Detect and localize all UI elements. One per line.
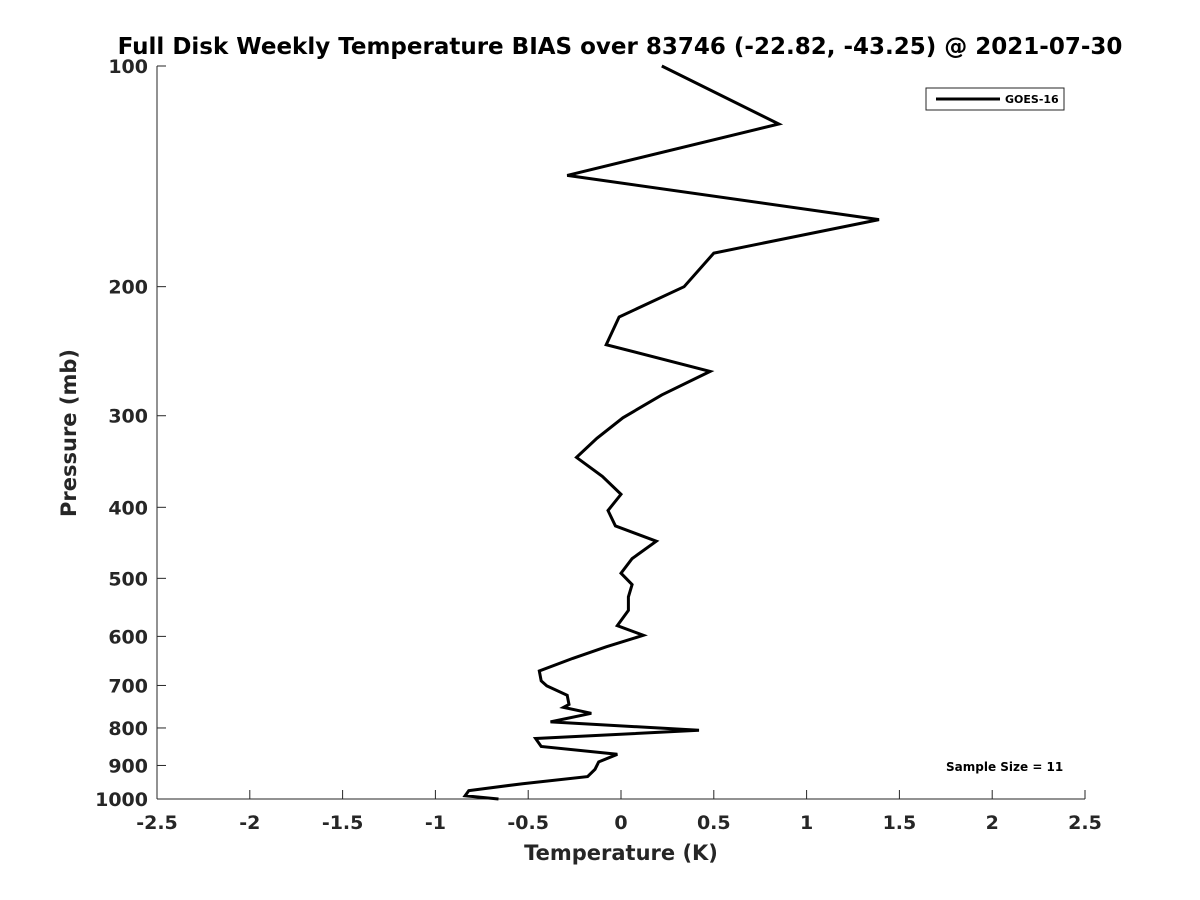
- y-tick-label: 100: [108, 56, 148, 78]
- y-tick-label: 200: [108, 277, 148, 299]
- series-layer: [462, 64, 880, 801]
- sample-size-annotation: Sample Size = 11: [946, 760, 1063, 774]
- x-tick-label: -1.5: [322, 812, 364, 834]
- y-tick-label: 500: [108, 568, 148, 590]
- x-tick-label: 2: [986, 812, 999, 834]
- x-tick-label: -0.5: [507, 812, 549, 834]
- x-tick-label: -2.5: [136, 812, 178, 834]
- x-ticks: -2.5 -2 -1.5 -1 -0.5 0 0.5 1 1.5 2 2.5: [136, 790, 1102, 834]
- y-tick-label: 300: [108, 406, 148, 428]
- y-tick-label: 1000: [95, 789, 148, 811]
- x-tick-label: 0: [614, 812, 627, 834]
- y-tick-label: 600: [108, 626, 148, 648]
- y-tick-label: 400: [108, 497, 148, 519]
- x-tick-label: 2.5: [1068, 812, 1102, 834]
- y-ticks: 100 200 300 400 500 600 700 800 900 1000: [95, 56, 166, 811]
- series-line-goes-16: [462, 64, 880, 801]
- x-axis-label: Temperature (K): [524, 841, 718, 865]
- y-axis-label: Pressure (mb): [57, 349, 81, 517]
- x-tick-label: -1: [425, 812, 446, 834]
- x-tick-label: -2: [239, 812, 260, 834]
- y-tick-label: 800: [108, 718, 148, 740]
- legend: GOES-16: [925, 87, 1065, 111]
- x-tick-label: 0.5: [697, 812, 731, 834]
- legend-label-goes-16: GOES-16: [1005, 93, 1059, 106]
- chart-title: Full Disk Weekly Temperature BIAS over 8…: [118, 34, 1123, 60]
- x-tick-label: 1.5: [883, 812, 917, 834]
- y-tick-label: 700: [108, 675, 148, 697]
- x-tick-label: 1: [800, 812, 813, 834]
- y-tick-label: 900: [108, 755, 148, 777]
